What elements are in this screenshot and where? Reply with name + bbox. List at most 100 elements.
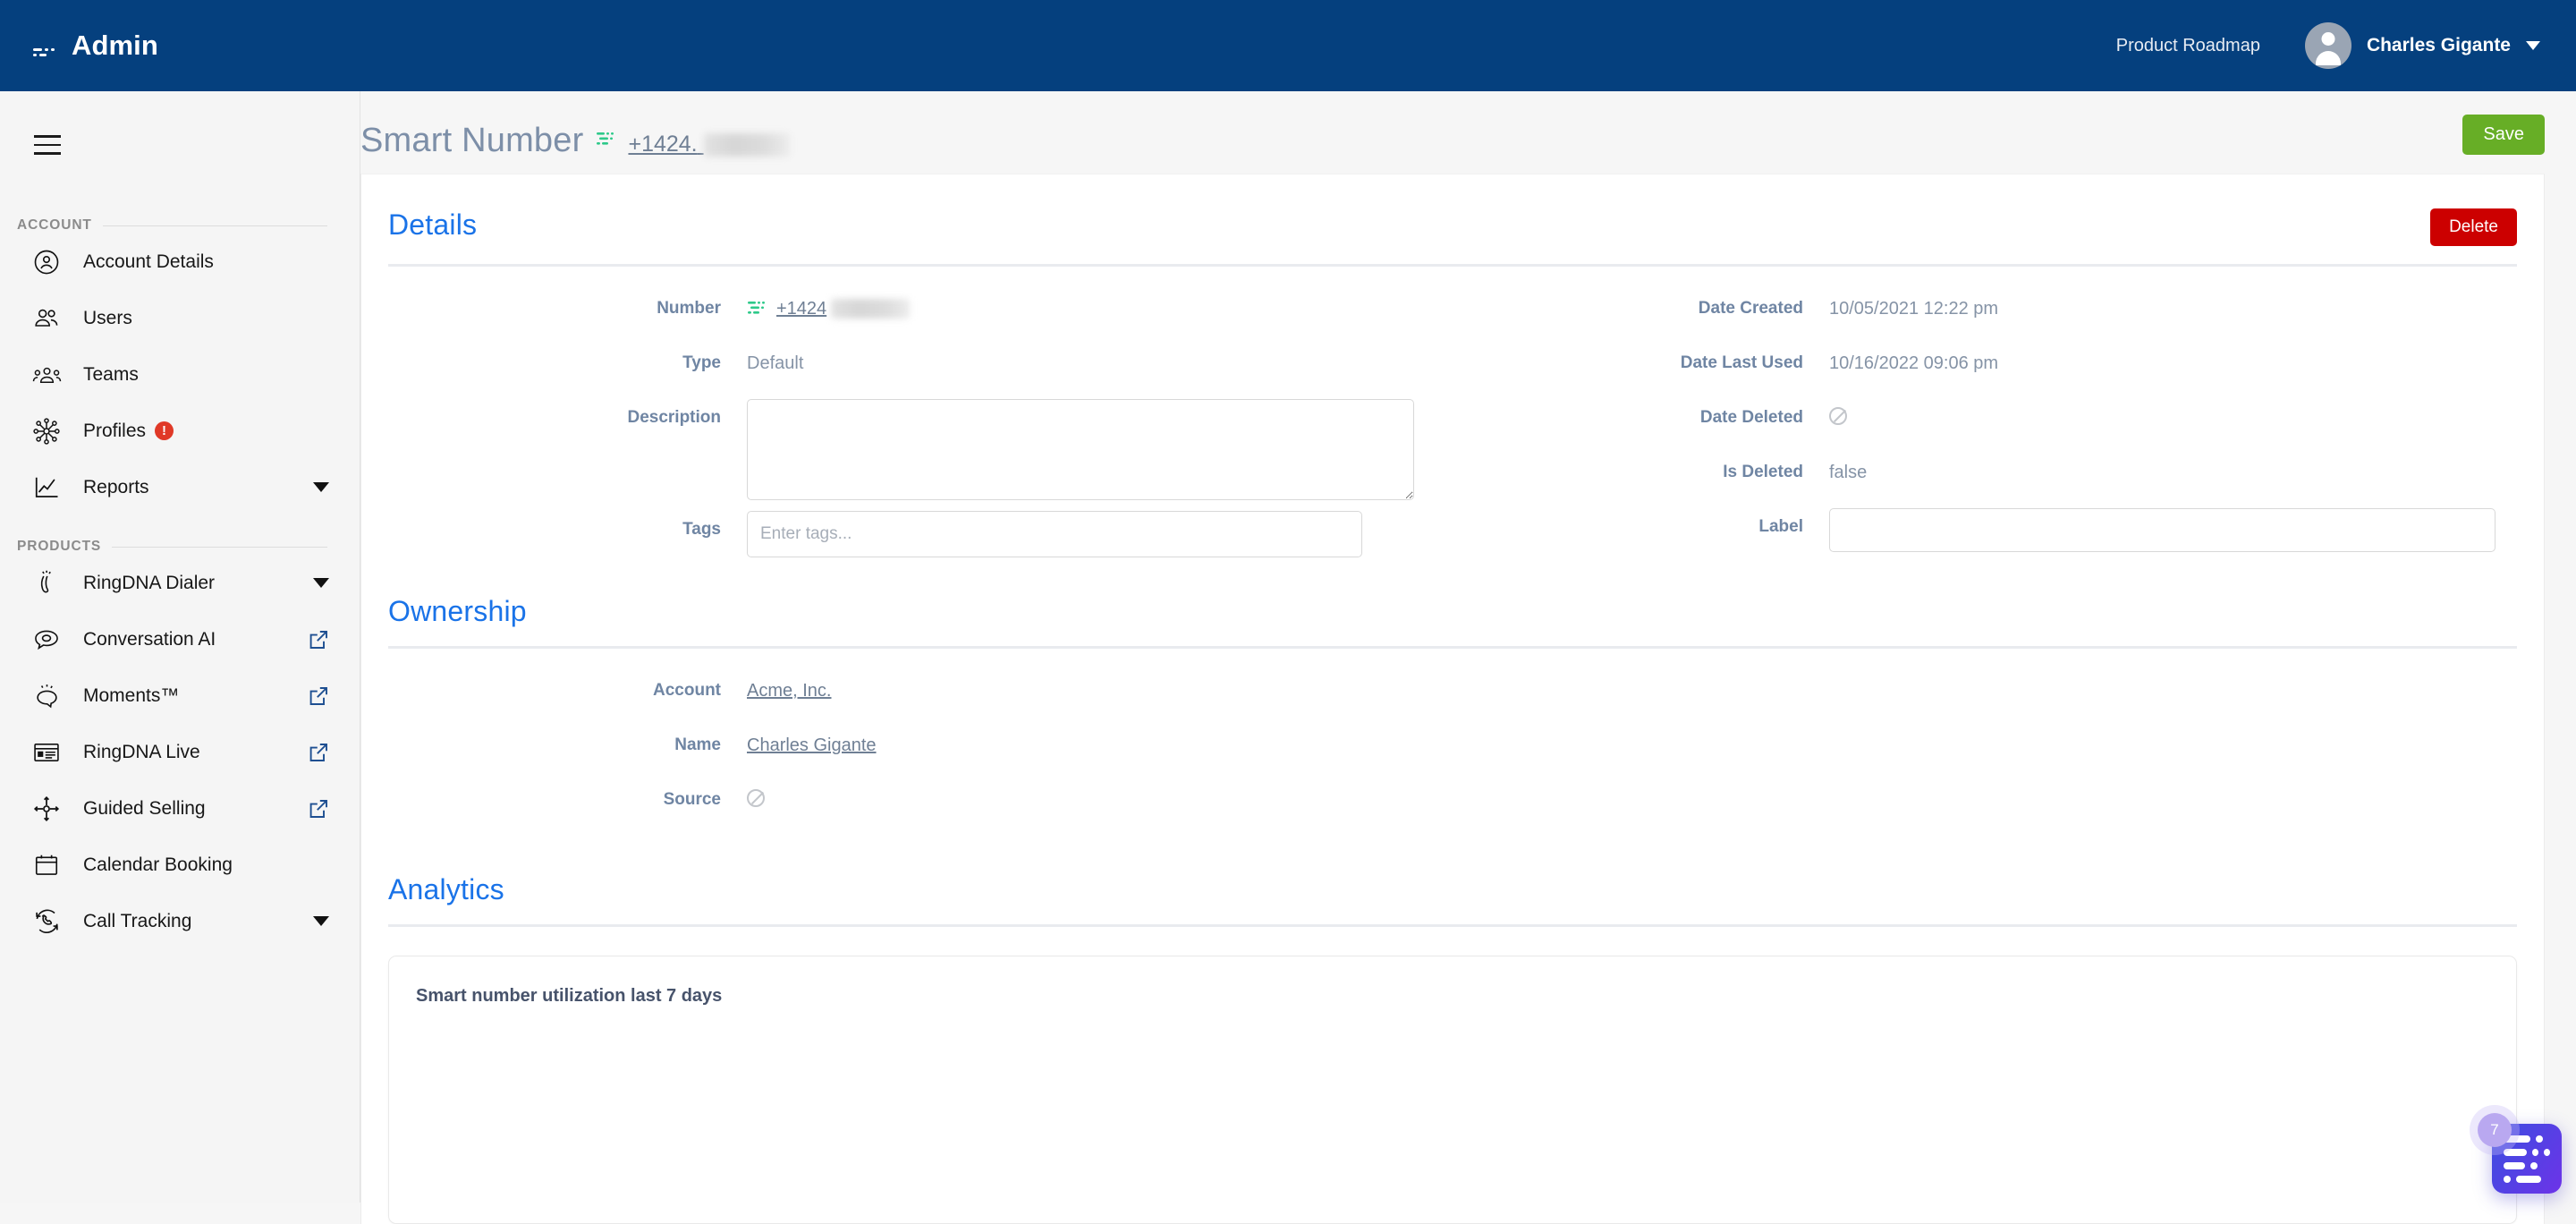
sidebar-item-label: Moments™ bbox=[83, 685, 179, 707]
brand-title: Admin bbox=[72, 30, 158, 62]
field-label: Label bbox=[1453, 508, 1829, 538]
ownership-section-header: Ownership bbox=[361, 565, 2544, 628]
field-is-deleted: Is Deleted false bbox=[1453, 443, 2535, 497]
sidebar-group-title: ACCOUNT bbox=[17, 217, 92, 234]
details-heading: Details bbox=[388, 208, 477, 242]
sidebar-item-teams[interactable]: Teams ! bbox=[0, 346, 360, 403]
external-link-icon[interactable] bbox=[308, 742, 329, 763]
divider bbox=[388, 646, 2517, 649]
owner-name-link[interactable]: Charles Gigante bbox=[747, 735, 877, 756]
external-link-icon[interactable] bbox=[308, 685, 329, 707]
external-link-icon[interactable] bbox=[308, 798, 329, 820]
sidebar-item-calendar-booking[interactable]: Calendar Booking bbox=[0, 837, 360, 893]
analytics-utilization-card: Smart number utilization last 7 days bbox=[388, 956, 2517, 1224]
page-title-group: Smart Number +1424. bbox=[360, 122, 790, 160]
brand-logo[interactable]: Admin bbox=[32, 30, 158, 62]
tags-input[interactable] bbox=[747, 511, 1362, 557]
field-value: false bbox=[1829, 454, 1867, 483]
sidebar-item-label: Teams bbox=[83, 364, 139, 386]
field-label: Date Deleted bbox=[1453, 399, 1829, 429]
page-title: Smart Number bbox=[360, 122, 583, 160]
label-input[interactable] bbox=[1829, 508, 2496, 552]
profiles-node-icon bbox=[30, 414, 64, 448]
equalizer-icon bbox=[32, 34, 59, 57]
details-left-column: Number +1424 Type bbox=[370, 279, 1453, 565]
alert-badge-icon: ! bbox=[155, 421, 174, 440]
divider bbox=[103, 225, 327, 226]
field-account: Account Acme, Inc. bbox=[370, 661, 1453, 716]
user-circle-icon bbox=[30, 245, 64, 279]
number-link[interactable]: +1424 bbox=[776, 298, 826, 319]
sidebar-item-profiles[interactable]: Profiles ! bbox=[0, 403, 360, 459]
divider bbox=[388, 924, 2517, 927]
users-icon bbox=[30, 302, 64, 336]
assistant-badge-count[interactable]: 7 bbox=[2478, 1113, 2512, 1147]
widget-row bbox=[2504, 1162, 2550, 1169]
field-label-input: Label bbox=[1453, 497, 2535, 562]
product-roadmap-link[interactable]: Product Roadmap bbox=[2116, 36, 2260, 56]
expand-toggle[interactable] bbox=[313, 482, 329, 492]
sidebar-item-reports[interactable]: Reports bbox=[0, 459, 360, 515]
external-link-icon[interactable] bbox=[308, 629, 329, 650]
sidebar-item-account-details[interactable]: Account Details bbox=[0, 234, 360, 290]
sidebar-item-moments[interactable]: Moments™ bbox=[0, 667, 360, 724]
top-bar-right-group: Product Roadmap Charles Gigante bbox=[2116, 22, 2540, 69]
sidebar-item-ringdna-dialer[interactable]: RingDNA Dialer bbox=[0, 555, 360, 611]
sidebar-item-label: Conversation AI bbox=[83, 629, 216, 650]
top-navigation-bar: Admin Product Roadmap Charles Gigante bbox=[0, 0, 2576, 91]
field-label: Description bbox=[370, 399, 747, 429]
delete-button[interactable]: Delete bbox=[2430, 208, 2517, 246]
hamburger-menu-icon[interactable] bbox=[34, 135, 61, 155]
description-input[interactable] bbox=[747, 399, 1414, 500]
field-label: Tags bbox=[370, 511, 747, 540]
sidebar-item-label: RingDNA Live bbox=[83, 742, 200, 763]
ownership-heading: Ownership bbox=[388, 595, 527, 628]
details-section-header: Details Delete bbox=[361, 174, 2544, 246]
sidebar-item-users[interactable]: Users bbox=[0, 290, 360, 346]
field-value: 10/05/2021 12:22 pm bbox=[1829, 290, 1998, 319]
field-value bbox=[1829, 399, 1847, 425]
sidebar-item-label: Users bbox=[83, 308, 132, 329]
save-button[interactable]: Save bbox=[2462, 115, 2545, 155]
widget-row bbox=[2504, 1149, 2550, 1156]
widget-row bbox=[2504, 1176, 2550, 1183]
account-link[interactable]: Acme, Inc. bbox=[747, 680, 831, 701]
phone-ring-icon bbox=[30, 566, 64, 600]
field-value bbox=[747, 781, 765, 807]
user-name-label: Charles Gigante bbox=[2367, 35, 2511, 56]
field-label: Type bbox=[370, 344, 747, 374]
moments-bubble-icon bbox=[30, 679, 64, 713]
sidebar-item-label: Reports bbox=[83, 477, 149, 498]
sidebar-item-conversation-ai[interactable]: Conversation AI bbox=[0, 611, 360, 667]
calendar-icon bbox=[30, 848, 64, 882]
field-source: Source bbox=[370, 770, 1453, 825]
field-label: Name bbox=[370, 727, 747, 756]
ownership-fields: Account Acme, Inc. Name Charles Gigante … bbox=[361, 661, 2544, 825]
field-tags: Tags bbox=[370, 500, 1453, 565]
field-value: Acme, Inc. bbox=[747, 672, 831, 701]
ownership-right-column bbox=[1453, 661, 2535, 825]
sidebar-item-label: RingDNA Dialer bbox=[83, 573, 215, 594]
chevron-down-icon bbox=[2526, 41, 2540, 50]
page-title-number-text: +1424. bbox=[628, 132, 697, 157]
details-fields: Number +1424 Type bbox=[361, 279, 2544, 565]
field-value: +1424 bbox=[747, 290, 910, 319]
sidebar-item-call-tracking[interactable]: Call Tracking bbox=[0, 893, 360, 949]
sidebar-item-label: Account Details bbox=[83, 251, 214, 273]
analytics-heading: Analytics bbox=[388, 873, 504, 906]
divider bbox=[112, 547, 327, 548]
sidebar-group-account: ACCOUNT bbox=[0, 217, 360, 234]
page-title-number-link[interactable]: +1424. bbox=[628, 132, 789, 157]
teams-icon bbox=[30, 358, 64, 392]
field-label: Date Last Used bbox=[1453, 344, 1829, 374]
user-menu[interactable]: Charles Gigante bbox=[2305, 22, 2540, 69]
field-label: Number bbox=[370, 290, 747, 319]
sidebar-item-ringdna-live[interactable]: RingDNA Live bbox=[0, 724, 360, 780]
sidebar-item-label: Calendar Booking bbox=[83, 854, 233, 876]
field-name: Name Charles Gigante bbox=[370, 716, 1453, 770]
empty-value-icon bbox=[1829, 407, 1847, 425]
expand-toggle[interactable] bbox=[313, 578, 329, 588]
move-arrows-icon bbox=[30, 792, 64, 826]
sidebar-item-guided-selling[interactable]: Guided Selling bbox=[0, 780, 360, 837]
expand-toggle[interactable] bbox=[313, 916, 329, 926]
